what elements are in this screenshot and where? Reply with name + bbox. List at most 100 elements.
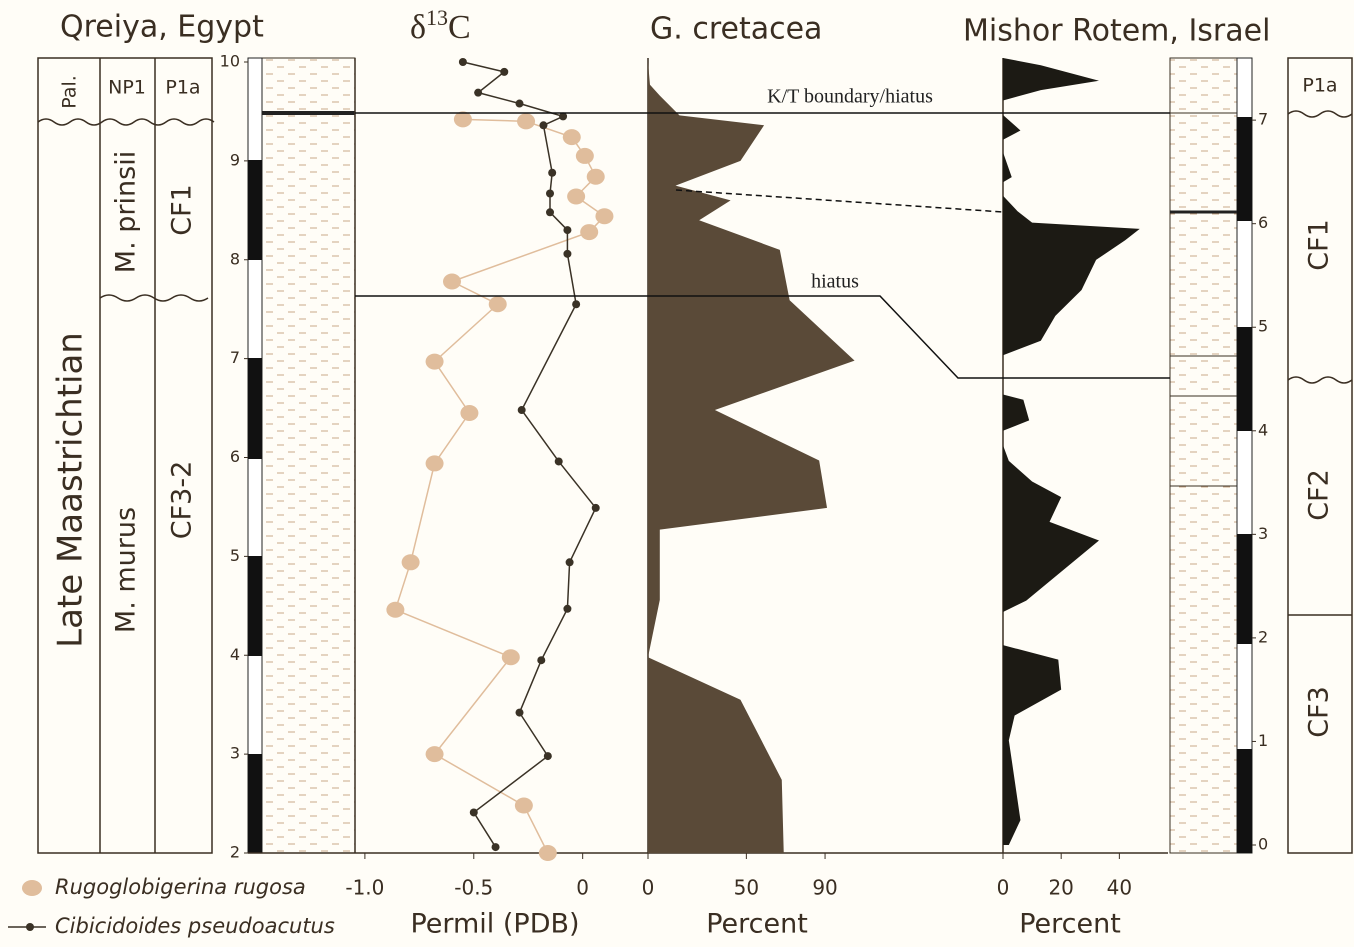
data-point: [517, 113, 536, 130]
annotation: K/T boundary/hiatus: [767, 86, 933, 108]
stage-label: Late Maastrichtian: [51, 332, 91, 648]
data-point: [572, 300, 581, 309]
data-point: [580, 224, 599, 241]
data-point: [458, 58, 467, 66]
data-point: [565, 558, 574, 567]
data-point: [554, 457, 563, 466]
y-tick-label: 6: [230, 447, 240, 466]
x-tick-label: 0: [997, 876, 1010, 900]
zone-label: M. murus: [111, 507, 142, 633]
zone-label: CF2: [1304, 469, 1335, 521]
data-point: [500, 67, 509, 76]
zone-label: CF1: [1304, 219, 1335, 271]
y-tick-label: 2: [1258, 627, 1268, 646]
mishor-lithology: [1169, 57, 1253, 854]
data-point: [425, 353, 444, 370]
legend-label: Rugoglobigerina rugosa: [55, 875, 306, 899]
data-point: [575, 147, 594, 164]
data-point: [546, 208, 554, 217]
y-tick-label: 5: [230, 546, 240, 565]
data-point: [488, 296, 507, 313]
data-point: [517, 406, 526, 415]
data-point: [591, 503, 600, 512]
y-tick-label: 7: [230, 348, 240, 367]
x-tick-label: 0: [642, 876, 655, 900]
mishor-zones: P1a CF1 CF2 CF3: [1287, 57, 1353, 854]
data-point: [515, 708, 524, 717]
zone-label: CF3-2: [167, 461, 198, 539]
correlation-lines: K/T boundary/hiatus hiatus: [355, 86, 1170, 379]
y-tick-label: 3: [1258, 524, 1268, 543]
x-tick-label: -1.0: [345, 876, 384, 900]
y-tick-label: 6: [1258, 213, 1268, 232]
x-axis-label: Percent: [1019, 909, 1121, 940]
data-line: [394, 118, 606, 854]
y-tick-label: 2: [230, 843, 240, 862]
data-point: [563, 226, 572, 235]
data-point: [460, 405, 479, 422]
data-area: [1003, 58, 1140, 845]
data-point: [443, 273, 461, 290]
data-point: [562, 129, 581, 146]
data-point: [539, 121, 548, 130]
zone-label: M. prinsii: [111, 151, 142, 273]
x-axis-label: Percent: [706, 909, 808, 940]
data-point: [425, 746, 444, 763]
legend-marker: [22, 880, 42, 896]
x-tick-label: -0.5: [454, 876, 493, 900]
y-tick-label: 7: [1258, 110, 1268, 129]
x-axis-label: Permil (PDB): [410, 909, 579, 940]
x-tick-label: 20: [1048, 876, 1073, 900]
isotope-element: C: [448, 9, 471, 46]
x-tick-label: 90: [812, 876, 837, 900]
x-tick-label: 50: [734, 876, 759, 900]
data-point: [514, 797, 533, 814]
y-tick-label: 8: [230, 249, 240, 268]
data-point: [563, 249, 572, 258]
y-tick-label: 1: [1258, 731, 1268, 750]
title-mishor: Mishor Rotem, Israel: [963, 14, 1270, 49]
zone-label: P1a: [165, 77, 200, 99]
data-point: [548, 168, 557, 177]
data-point: [425, 455, 444, 472]
data-point: [543, 752, 552, 761]
data-point: [474, 88, 483, 97]
data-area: [648, 62, 855, 853]
data-point: [469, 808, 478, 817]
x-tick-label: 0: [576, 876, 589, 900]
title-isotope: δ13C: [410, 5, 471, 46]
zone-label: Pal.: [59, 75, 81, 109]
isotope-mass: 13: [426, 5, 448, 30]
y-tick-label: 10: [220, 52, 240, 71]
data-point: [401, 554, 420, 571]
y-tick-label: 4: [1258, 420, 1268, 439]
data-point: [538, 845, 557, 861]
data-point: [386, 601, 405, 618]
y-tick-label: 0: [1258, 835, 1268, 854]
annotation: hiatus: [811, 271, 859, 293]
data-point: [559, 112, 568, 121]
data-point: [563, 604, 572, 613]
y-tick-label: 3: [230, 744, 240, 763]
data-point: [453, 111, 472, 128]
qreiya-zones: Pal. NP1 P1a Late Maastrichtian M. prins…: [37, 57, 215, 854]
data-point: [537, 656, 546, 665]
data-point: [595, 208, 614, 225]
zone-label: CF3: [1304, 686, 1335, 738]
data-point: [515, 99, 524, 108]
y-tick-label: 5: [1258, 317, 1268, 336]
data-point: [546, 189, 554, 198]
title-qreiya: Qreiya, Egypt: [60, 10, 264, 45]
data-line: [462, 61, 597, 848]
qreiya-lithology: [247, 57, 356, 854]
data-point: [586, 168, 605, 185]
zone-label: CF1: [167, 184, 198, 236]
y-tick-label: 4: [230, 645, 240, 664]
legend-marker: [26, 923, 34, 931]
data-point: [567, 188, 586, 205]
y-tick-label: 9: [230, 150, 240, 169]
x-tick-label: 40: [1107, 876, 1132, 900]
data-point: [501, 649, 520, 666]
